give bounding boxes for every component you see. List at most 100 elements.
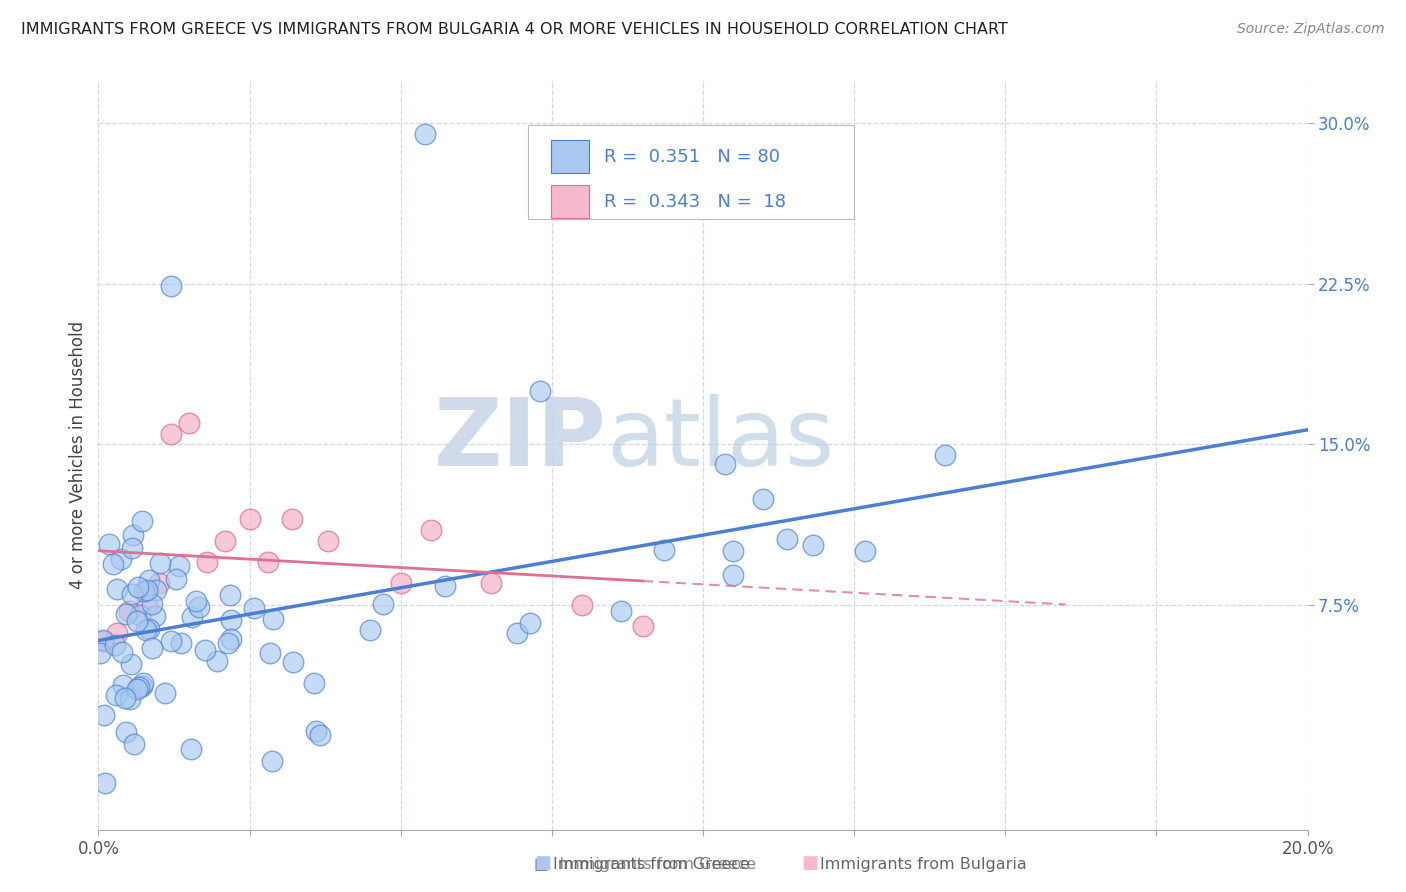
Point	[217, 636, 239, 650]
Point	[194, 643, 217, 657]
Point	[131, 514, 153, 528]
Point	[110, 552, 132, 566]
Point	[221, 613, 243, 627]
Point	[112, 678, 135, 692]
Point	[239, 512, 262, 526]
Point	[153, 686, 176, 700]
Text: ■: ■	[534, 855, 551, 872]
Point	[131, 679, 153, 693]
Point	[128, 680, 150, 694]
Point	[132, 676, 155, 690]
Point	[205, 654, 228, 668]
Point	[934, 448, 956, 462]
Point	[519, 616, 541, 631]
Text: R =  0.343   N =  18: R = 0.343 N = 18	[603, 193, 786, 211]
Point	[114, 607, 136, 621]
Point	[125, 614, 148, 628]
Point	[145, 582, 167, 597]
Point	[308, 728, 330, 742]
Point	[529, 384, 551, 398]
Point	[652, 543, 675, 558]
Point	[262, 612, 284, 626]
Point	[121, 657, 143, 671]
Point	[256, 555, 278, 569]
Point	[94, 776, 117, 790]
Point	[149, 557, 172, 571]
Point	[188, 600, 211, 615]
Point	[413, 127, 436, 141]
Point	[93, 634, 115, 648]
Point	[723, 568, 745, 582]
Point	[138, 622, 160, 636]
Point	[122, 528, 145, 542]
Point	[180, 610, 202, 624]
Point	[219, 632, 242, 646]
Point	[143, 608, 166, 623]
Point	[214, 533, 236, 548]
Point	[93, 708, 115, 723]
Point	[360, 624, 382, 638]
Point	[160, 278, 183, 293]
Point	[160, 426, 183, 441]
Point	[165, 573, 187, 587]
Point	[853, 544, 876, 558]
Point	[713, 457, 735, 471]
Point	[89, 647, 111, 661]
Point	[179, 416, 201, 430]
Point	[752, 491, 775, 506]
Point	[281, 655, 304, 669]
Point	[167, 559, 190, 574]
Text: atlas: atlas	[606, 394, 835, 486]
Point	[305, 723, 328, 738]
Bar	[551, 186, 589, 219]
Point	[114, 690, 136, 705]
Point	[610, 604, 633, 618]
Point	[135, 598, 157, 612]
Point	[631, 619, 654, 633]
Point	[121, 587, 143, 601]
Point	[118, 691, 141, 706]
Point	[481, 576, 503, 591]
Text: IMMIGRANTS FROM GREECE VS IMMIGRANTS FROM BULGARIA 4 OR MORE VEHICLES IN HOUSEHO: IMMIGRANTS FROM GREECE VS IMMIGRANTS FRO…	[21, 22, 1008, 37]
Point	[105, 625, 128, 640]
Point	[141, 641, 163, 656]
Point	[302, 676, 325, 690]
Point	[138, 574, 160, 588]
Point	[122, 738, 145, 752]
Point	[136, 582, 159, 597]
Text: R =  0.351   N = 80: R = 0.351 N = 80	[603, 148, 780, 166]
Point	[107, 582, 129, 596]
Point	[180, 742, 202, 756]
Point	[371, 598, 394, 612]
Point	[101, 557, 124, 571]
Point	[93, 632, 115, 647]
Text: Source: ZipAtlas.com: Source: ZipAtlas.com	[1237, 22, 1385, 37]
Point	[121, 541, 143, 555]
Text: ■: ■	[801, 855, 818, 872]
Point	[571, 598, 593, 612]
Point	[111, 645, 134, 659]
Point	[262, 754, 284, 768]
Point	[127, 580, 149, 594]
Point	[104, 688, 127, 702]
Point	[389, 576, 412, 591]
Point	[723, 544, 745, 558]
Point	[506, 625, 529, 640]
Point	[316, 533, 339, 548]
Text: ■  Immigrants from Greece: ■ Immigrants from Greece	[534, 857, 756, 872]
Point	[129, 608, 152, 623]
Point	[97, 536, 120, 550]
Point	[115, 725, 138, 739]
Point	[281, 512, 304, 526]
Text: ZIP: ZIP	[433, 394, 606, 486]
Point	[104, 639, 127, 653]
Point	[134, 584, 156, 599]
Point	[242, 600, 264, 615]
Point	[160, 634, 183, 648]
Point	[170, 636, 193, 650]
Point	[195, 555, 218, 569]
Point	[420, 523, 443, 537]
Point	[219, 588, 242, 602]
Point	[134, 623, 156, 637]
Point	[118, 604, 141, 618]
